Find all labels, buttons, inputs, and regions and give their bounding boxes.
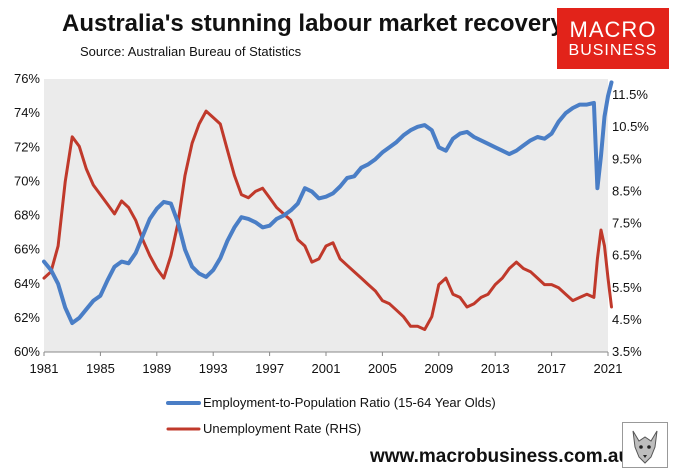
x-tick-label: 2021 bbox=[594, 361, 623, 376]
y-right-tick-label: 5.5% bbox=[612, 280, 642, 295]
y-right-tick-label: 8.5% bbox=[612, 183, 642, 198]
y-left-tick-label: 70% bbox=[14, 173, 40, 188]
y-right-tick-label: 7.5% bbox=[612, 216, 642, 231]
y-right-tick-label: 3.5% bbox=[612, 344, 642, 359]
x-tick-label: 1997 bbox=[255, 361, 284, 376]
series-line-employment-to-population bbox=[42, 80, 614, 325]
legend-label: Employment-to-Population Ratio (15-64 Ye… bbox=[203, 395, 496, 410]
x-tick-label: 1985 bbox=[86, 361, 115, 376]
x-tick-label: 1981 bbox=[30, 361, 59, 376]
website-url: www.macrobusiness.com.au bbox=[370, 446, 631, 467]
x-tick-label: 2009 bbox=[424, 361, 453, 376]
x-tick-label: 2005 bbox=[368, 361, 397, 376]
x-tick-label: 2013 bbox=[481, 361, 510, 376]
y-left-tick-label: 68% bbox=[14, 208, 40, 223]
chart-title: Australia's stunning labour market recov… bbox=[62, 10, 564, 37]
y-left-tick-label: 74% bbox=[14, 105, 40, 120]
y-right-tick-label: 10.5% bbox=[612, 119, 649, 134]
chart-subtitle: Source: Australian Bureau of Statistics bbox=[80, 44, 302, 59]
y-right-tick-label: 4.5% bbox=[612, 312, 642, 327]
macrobusiness-logo: MACRO BUSINESS bbox=[557, 8, 669, 69]
wolf-head-icon bbox=[622, 422, 668, 468]
x-tick-label: 1993 bbox=[199, 361, 228, 376]
legend-label: Unemployment Rate (RHS) bbox=[203, 421, 361, 436]
x-tick-label: 1989 bbox=[142, 361, 171, 376]
x-tick-label: 2017 bbox=[537, 361, 566, 376]
y-right-tick-label: 6.5% bbox=[612, 248, 642, 263]
plot-area bbox=[44, 79, 608, 352]
logo-line-2: BUSINESS bbox=[568, 41, 658, 59]
y-left-tick-label: 62% bbox=[14, 310, 40, 325]
logo-line-1: MACRO bbox=[569, 16, 657, 42]
y-left-tick-label: 66% bbox=[14, 242, 40, 257]
y-left-tick-label: 72% bbox=[14, 139, 40, 154]
y-left-tick-label: 60% bbox=[14, 344, 40, 359]
y-left-tick-label: 64% bbox=[14, 276, 40, 291]
y-right-tick-label: 9.5% bbox=[612, 151, 642, 166]
x-tick-label: 2001 bbox=[312, 361, 341, 376]
y-left-tick-label: 76% bbox=[14, 71, 40, 86]
y-right-tick-label: 11.5% bbox=[612, 87, 648, 102]
